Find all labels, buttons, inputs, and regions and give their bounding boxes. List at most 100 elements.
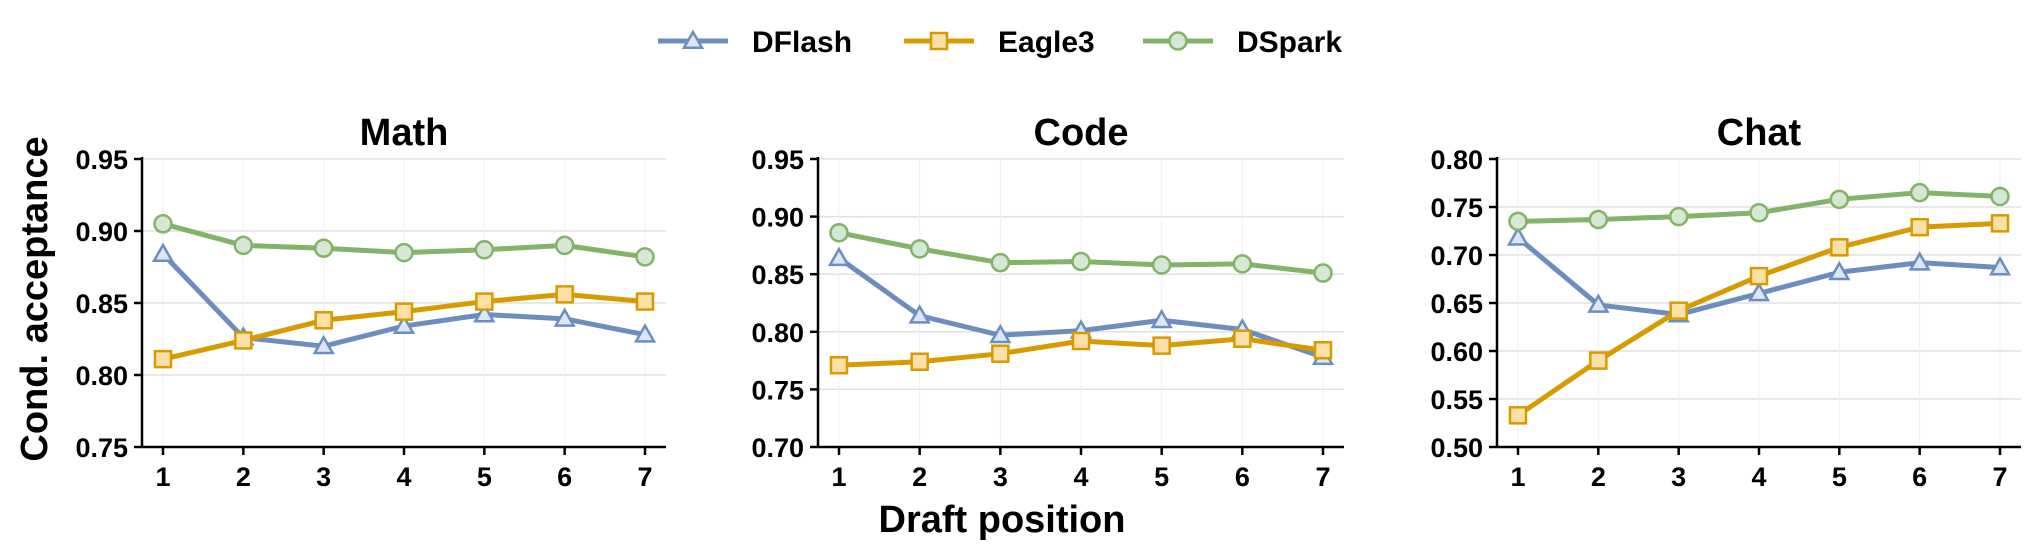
legend-entry-dflash: DFlash [658,26,852,59]
data-point [312,334,335,355]
data-point [151,242,175,263]
legend-marker-square [929,31,949,51]
y-tick-label: 0.65 [1430,289,1483,319]
y-tick-label: 0.75 [75,433,128,463]
data-point [394,242,414,263]
y-tick-label: 0.80 [1430,145,1483,175]
data-point [153,214,173,234]
data-point [553,307,576,327]
data-point [1152,336,1171,355]
x-tick-label: 5 [1832,462,1847,492]
data-point [1669,301,1688,320]
data-point [1910,217,1929,237]
series-dspark [153,214,655,267]
data-point [991,344,1010,363]
y-tick-label: 0.80 [75,361,128,391]
legend-entry-eagle3: Eagle3 [904,26,1095,59]
x-tick-label: 7 [1992,462,2007,492]
data-point [908,304,931,324]
x-tick-label: 4 [396,462,411,492]
legend-label: DFlash [752,26,852,59]
data-point [475,292,494,311]
y-tick-label: 0.75 [1430,193,1483,223]
data-point [1668,206,1689,227]
data-point [1150,308,1173,329]
x-tick-label: 5 [1154,462,1169,492]
y-tick-label: 0.50 [1430,433,1483,463]
data-point [1749,203,1769,223]
data-point [474,239,495,260]
data-point [1830,238,1849,257]
y-tick-label: 0.60 [1430,337,1483,367]
data-point [1508,406,1528,425]
x-tick-label: 1 [831,462,846,492]
data-point [1829,189,1850,210]
grid [818,158,1344,448]
data-point [1908,251,1931,271]
x-tick-label: 5 [477,462,492,492]
data-point [233,235,254,256]
legend-label: Eagle3 [998,26,1095,59]
data-point [314,311,333,330]
subplot-title: Math [360,112,449,154]
series-eagle3 [1508,214,2010,425]
data-point [473,303,496,323]
series-dspark [1508,182,2010,232]
data-point [1990,214,2010,233]
data-point [394,302,414,321]
subplot-title: Code [1034,112,1129,154]
subplot-math: 0.75 0.80 0.85 0.90 0.95 1 2 3 4 5 6 7 Math [75,112,666,492]
data-point [1909,182,1930,203]
data-point [1988,255,2012,276]
legend: DFlash Eagle3 DSpark [658,26,1342,59]
data-point [827,246,851,267]
x-axis-label: Draft position [879,499,1126,541]
data-point [313,238,334,259]
legend-entry-dspark: DSpark [1143,26,1342,59]
x-tick-label: 6 [1235,462,1250,492]
data-point [1232,254,1253,274]
data-point [1587,293,1610,313]
x-tick-label: 1 [1510,462,1525,492]
x-tick-label: 7 [637,462,652,492]
data-point [1588,209,1609,230]
subplots: 0.750.800.850.900.951 2 3 4 5 6 7Math0.700.750… [75,112,2021,492]
data-point [1071,331,1091,351]
data-point [635,292,655,311]
data-point [1233,329,1252,348]
y-axis-label: Cond. acceptance [14,136,56,461]
data-point [1749,266,1769,286]
y-tick-label: 0.85 [75,289,128,319]
subplot-code: 0.70 0.75 0.80 0.85 0.90 0.95 1 2 3 4 5 6 7 Code [751,112,1344,492]
x-tick-label: 6 [1912,462,1927,492]
data-point [909,239,930,259]
x-tick-label: 4 [1751,462,1766,492]
y-tick-label: 0.70 [751,433,804,463]
data-point [1828,260,1851,281]
y-tick-label: 0.80 [751,318,804,348]
series-eagle3 [829,329,1333,375]
data-point [1071,251,1091,272]
data-point [234,331,253,350]
x-tick-label: 4 [1073,462,1088,492]
grid [1497,158,2021,448]
data-point [1506,226,1530,246]
data-point [392,314,416,335]
y-tick-label: 0.85 [751,260,804,290]
series-eagle3 [153,285,655,369]
data-point [1747,281,1771,302]
data-point [635,247,655,267]
x-tick-label: 3 [316,462,331,492]
y-tick-label: 0.70 [1430,241,1483,271]
data-point [633,323,657,343]
x-tick-label: 3 [1671,462,1686,492]
y-tick-label: 0.75 [751,375,804,405]
y-tick-label: 0.95 [751,145,804,175]
legend-label: DSpark [1237,26,1342,59]
data-point [555,285,574,304]
subplot-title: Chat [1717,112,1802,154]
subplot-chat: 0.50 0.55 0.60 0.65 0.70 0.75 0.80 1 2 3 4 5 6 7 Chat [1430,112,2021,492]
data-point [1589,351,1608,370]
x-tick-label: 3 [993,462,1008,492]
